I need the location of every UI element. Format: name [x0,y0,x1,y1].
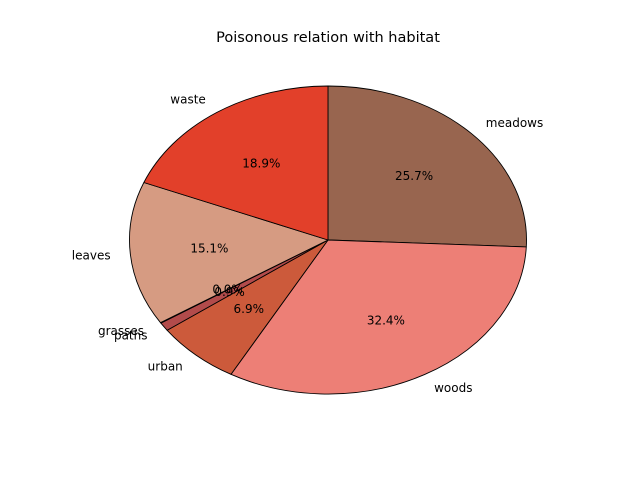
slice-pct-waste: 18.9% [242,156,280,170]
slice-waste [143,85,329,241]
slice-label-urban: urban [148,360,183,374]
slice-label-waste: waste [170,93,206,107]
pie-labels: meadows 25.7% woods 32.4% urban 6.9% paths 0.9%… [72,93,543,395]
slice-pct-urban: 6.9% [234,302,265,316]
slice-leaves [129,182,329,324]
slice-woods [230,239,527,395]
slice-pct-paths: 0.9% [214,285,245,299]
slice-label-meadows: meadows [486,116,543,130]
slice-pct-leaves: 15.1% [190,242,228,256]
slice-pct-meadows: 25.7% [395,169,433,183]
slice-label-grasses: grasses [98,324,144,338]
slice-label-leaves: leaves [72,249,111,263]
slice-label-woods: woods [434,381,472,395]
slice-pct-woods: 32.4% [367,314,405,328]
slice-pct-grasses: 0.0% [212,283,243,297]
slice-label-paths: paths [114,328,148,342]
slice-meadows [327,85,527,248]
pie-slices [129,85,527,395]
chart-title: Poisonous relation with habitat [216,30,440,46]
